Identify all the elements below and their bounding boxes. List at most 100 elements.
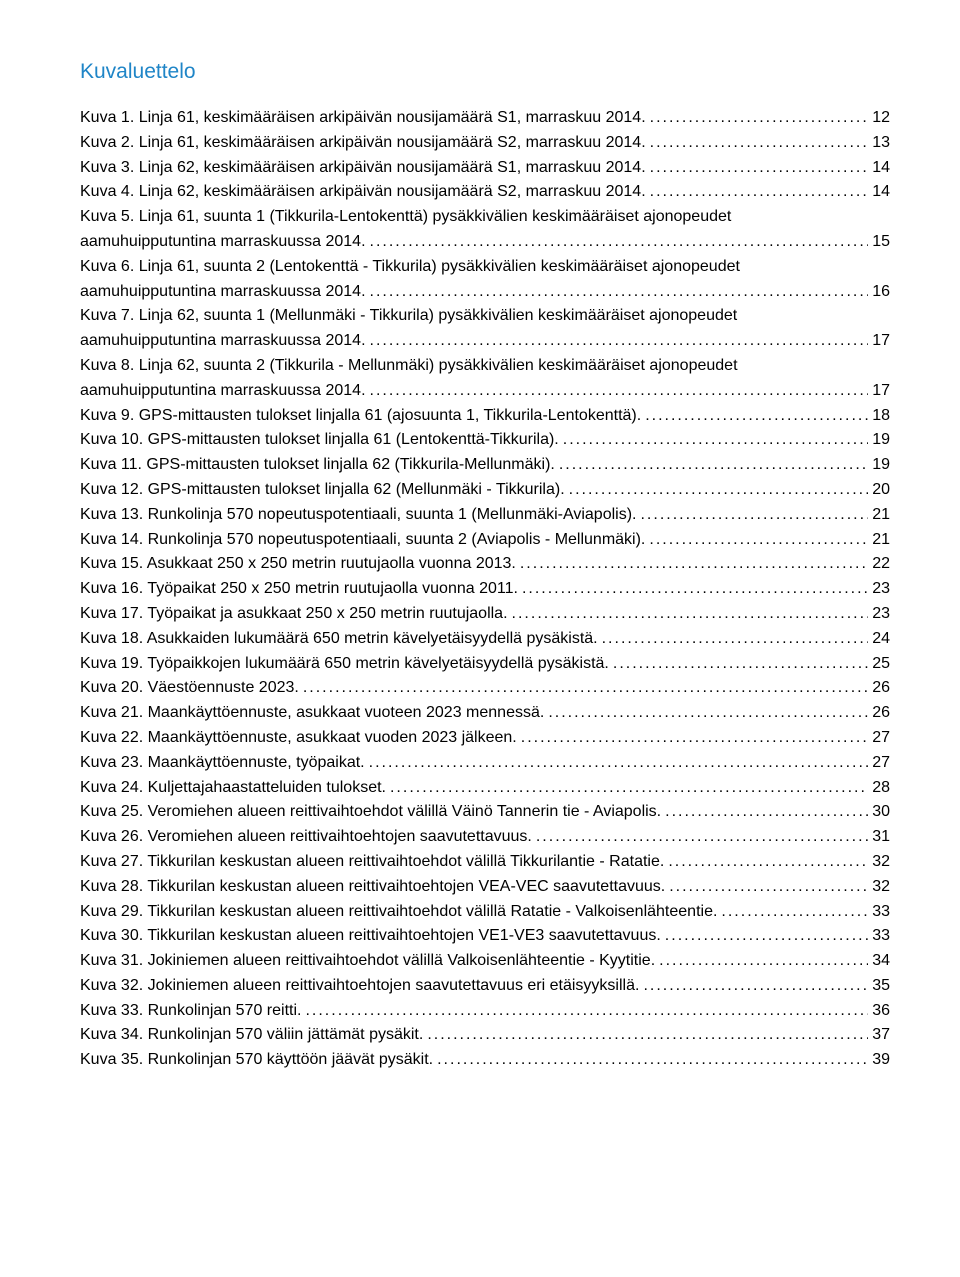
toc-entry-text: Kuva 31. Jokiniemen alueen reittivaihtoe… bbox=[80, 949, 655, 974]
toc-dot-leader bbox=[650, 180, 869, 205]
toc-page-number: 32 bbox=[872, 875, 890, 900]
toc-entry-text: Kuva 19. Työpaikkojen lukumäärä 650 metr… bbox=[80, 652, 609, 677]
toc-dot-leader bbox=[520, 552, 868, 577]
toc-entry: Kuva 8. Linja 62, suunta 2 (Tikkurila - … bbox=[80, 354, 890, 379]
toc-dot-leader bbox=[305, 999, 868, 1024]
page-container: Kuvaluettelo Kuva 1. Linja 61, keskimäär… bbox=[0, 0, 960, 1123]
toc-entry-text: Kuva 8. Linja 62, suunta 2 (Tikkurila - … bbox=[80, 354, 738, 379]
toc-entry: Kuva 12. GPS-mittausten tulokset linjall… bbox=[80, 478, 890, 503]
toc-entry-text: Kuva 26. Veromiehen alueen reittivaihtoe… bbox=[80, 825, 532, 850]
toc-entry: Kuva 31. Jokiniemen alueen reittivaihtoe… bbox=[80, 949, 890, 974]
toc-page-number: 39 bbox=[872, 1048, 890, 1073]
toc-page-number: 23 bbox=[872, 577, 890, 602]
toc-dot-leader bbox=[668, 850, 868, 875]
toc-entry-text: Kuva 22. Maankäyttöennuste, asukkaat vuo… bbox=[80, 726, 517, 751]
toc-entry: Kuva 10. GPS-mittausten tulokset linjall… bbox=[80, 428, 890, 453]
toc-entry-text: Kuva 28. Tikkurilan keskustan alueen rei… bbox=[80, 875, 665, 900]
toc-entry: aamuhuipputuntina marraskuussa 2014. 16 bbox=[80, 280, 890, 305]
toc-page-number: 28 bbox=[872, 776, 890, 801]
toc-dot-leader bbox=[390, 776, 868, 801]
toc-page-number: 21 bbox=[872, 503, 890, 528]
toc-entry-text: Kuva 30. Tikkurilan keskustan alueen rei… bbox=[80, 924, 661, 949]
toc-dot-leader bbox=[569, 478, 869, 503]
toc-page-number: 20 bbox=[872, 478, 890, 503]
toc-entry-text: Kuva 24. Kuljettajahaastatteluiden tulok… bbox=[80, 776, 386, 801]
toc-entry-text: Kuva 20. Väestöennuste 2023. bbox=[80, 676, 299, 701]
toc-page-number: 27 bbox=[872, 726, 890, 751]
toc-dot-leader bbox=[522, 577, 868, 602]
toc-dot-leader bbox=[427, 1023, 868, 1048]
toc-entry-text: Kuva 23. Maankäyttöennuste, työpaikat. bbox=[80, 751, 365, 776]
toc-entry: Kuva 32. Jokiniemen alueen reittivaihtoe… bbox=[80, 974, 890, 999]
toc-page-number: 14 bbox=[872, 156, 890, 181]
toc-page-number: 37 bbox=[872, 1023, 890, 1048]
toc-dot-leader bbox=[650, 131, 869, 156]
toc-dot-leader bbox=[370, 379, 869, 404]
toc-entry: Kuva 15. Asukkaat 250 x 250 metrin ruutu… bbox=[80, 552, 890, 577]
toc-entry: Kuva 26. Veromiehen alueen reittivaihtoe… bbox=[80, 825, 890, 850]
toc-dot-leader bbox=[650, 106, 869, 131]
toc-dot-leader bbox=[640, 503, 868, 528]
toc-title: Kuvaluettelo bbox=[80, 60, 890, 84]
toc-entry-text: Kuva 34. Runkolinjan 570 väliin jättämät… bbox=[80, 1023, 423, 1048]
toc-dot-leader bbox=[536, 825, 868, 850]
toc-dot-leader bbox=[548, 701, 868, 726]
toc-page-number: 13 bbox=[872, 131, 890, 156]
toc-entry: Kuva 2. Linja 61, keskimääräisen arkipäi… bbox=[80, 131, 890, 156]
toc-page-number: 30 bbox=[872, 800, 890, 825]
toc-page-number: 34 bbox=[872, 949, 890, 974]
toc-entry-text: Kuva 21. Maankäyttöennuste, asukkaat vuo… bbox=[80, 701, 544, 726]
toc-entry: Kuva 33. Runkolinjan 570 reitti. 36 bbox=[80, 999, 890, 1024]
toc-entry: Kuva 19. Työpaikkojen lukumäärä 650 metr… bbox=[80, 652, 890, 677]
toc-entry-text: Kuva 27. Tikkurilan keskustan alueen rei… bbox=[80, 850, 664, 875]
toc-entry-text: Kuva 10. GPS-mittausten tulokset linjall… bbox=[80, 428, 559, 453]
toc-entry: Kuva 16. Työpaikat 250 x 250 metrin ruut… bbox=[80, 577, 890, 602]
toc-page-number: 21 bbox=[872, 528, 890, 553]
toc-dot-leader bbox=[669, 875, 868, 900]
toc-dot-leader bbox=[650, 156, 869, 181]
toc-entry: Kuva 25. Veromiehen alueen reittivaihtoe… bbox=[80, 800, 890, 825]
toc-entry-text: Kuva 1. Linja 61, keskimääräisen arkipäi… bbox=[80, 106, 646, 131]
toc-entry: Kuva 29. Tikkurilan keskustan alueen rei… bbox=[80, 900, 890, 925]
toc-entry: Kuva 28. Tikkurilan keskustan alueen rei… bbox=[80, 875, 890, 900]
toc-page-number: 33 bbox=[872, 924, 890, 949]
toc-entry: Kuva 30. Tikkurilan keskustan alueen rei… bbox=[80, 924, 890, 949]
toc-page-number: 19 bbox=[872, 428, 890, 453]
toc-entry-text: Kuva 16. Työpaikat 250 x 250 metrin ruut… bbox=[80, 577, 518, 602]
toc-entry-text: Kuva 13. Runkolinja 570 nopeutuspotentia… bbox=[80, 503, 636, 528]
toc-page-number: 26 bbox=[872, 701, 890, 726]
toc-page-number: 33 bbox=[872, 900, 890, 925]
toc-entry: Kuva 6. Linja 61, suunta 2 (Lentokenttä … bbox=[80, 255, 890, 280]
toc-entry-text: Kuva 5. Linja 61, suunta 1 (Tikkurila-Le… bbox=[80, 205, 731, 230]
toc-dot-leader bbox=[370, 280, 869, 305]
toc-page-number: 12 bbox=[872, 106, 890, 131]
toc-page-number: 36 bbox=[872, 999, 890, 1024]
toc-entry-text: Kuva 9. GPS-mittausten tulokset linjalla… bbox=[80, 404, 641, 429]
toc-entry-text: Kuva 4. Linja 62, keskimääräisen arkipäi… bbox=[80, 180, 646, 205]
toc-page-number: 17 bbox=[872, 329, 890, 354]
toc-page-number: 24 bbox=[872, 627, 890, 652]
toc-entry: Kuva 14. Runkolinja 570 nopeutuspotentia… bbox=[80, 528, 890, 553]
toc-entry-text: aamuhuipputuntina marraskuussa 2014. bbox=[80, 379, 366, 404]
toc-dot-leader bbox=[645, 404, 868, 429]
toc-dot-leader bbox=[563, 428, 868, 453]
toc-entry-text: Kuva 25. Veromiehen alueen reittivaihtoe… bbox=[80, 800, 661, 825]
toc-entry-text: Kuva 35. Runkolinjan 570 käyttöön jäävät… bbox=[80, 1048, 433, 1073]
toc-entry: Kuva 1. Linja 61, keskimääräisen arkipäi… bbox=[80, 106, 890, 131]
toc-entry: aamuhuipputuntina marraskuussa 2014. 15 bbox=[80, 230, 890, 255]
toc-dot-leader bbox=[643, 974, 868, 999]
toc-entry: Kuva 20. Väestöennuste 2023. 26 bbox=[80, 676, 890, 701]
toc-entry-text: Kuva 7. Linja 62, suunta 1 (Mellunmäki -… bbox=[80, 304, 737, 329]
toc-entry-text: Kuva 18. Asukkaiden lukumäärä 650 metrin… bbox=[80, 627, 598, 652]
toc-entry: Kuva 18. Asukkaiden lukumäärä 650 metrin… bbox=[80, 627, 890, 652]
toc-entry: aamuhuipputuntina marraskuussa 2014. 17 bbox=[80, 329, 890, 354]
toc-entry-text: Kuva 33. Runkolinjan 570 reitti. bbox=[80, 999, 301, 1024]
toc-dot-leader bbox=[649, 528, 868, 553]
toc-entry: aamuhuipputuntina marraskuussa 2014. 17 bbox=[80, 379, 890, 404]
toc-dot-leader bbox=[665, 924, 868, 949]
toc-page-number: 23 bbox=[872, 602, 890, 627]
toc-entry: Kuva 5. Linja 61, suunta 1 (Tikkurila-Le… bbox=[80, 205, 890, 230]
toc-entry-text: Kuva 3. Linja 62, keskimääräisen arkipäi… bbox=[80, 156, 646, 181]
toc-page-number: 22 bbox=[872, 552, 890, 577]
toc-entry: Kuva 4. Linja 62, keskimääräisen arkipäi… bbox=[80, 180, 890, 205]
